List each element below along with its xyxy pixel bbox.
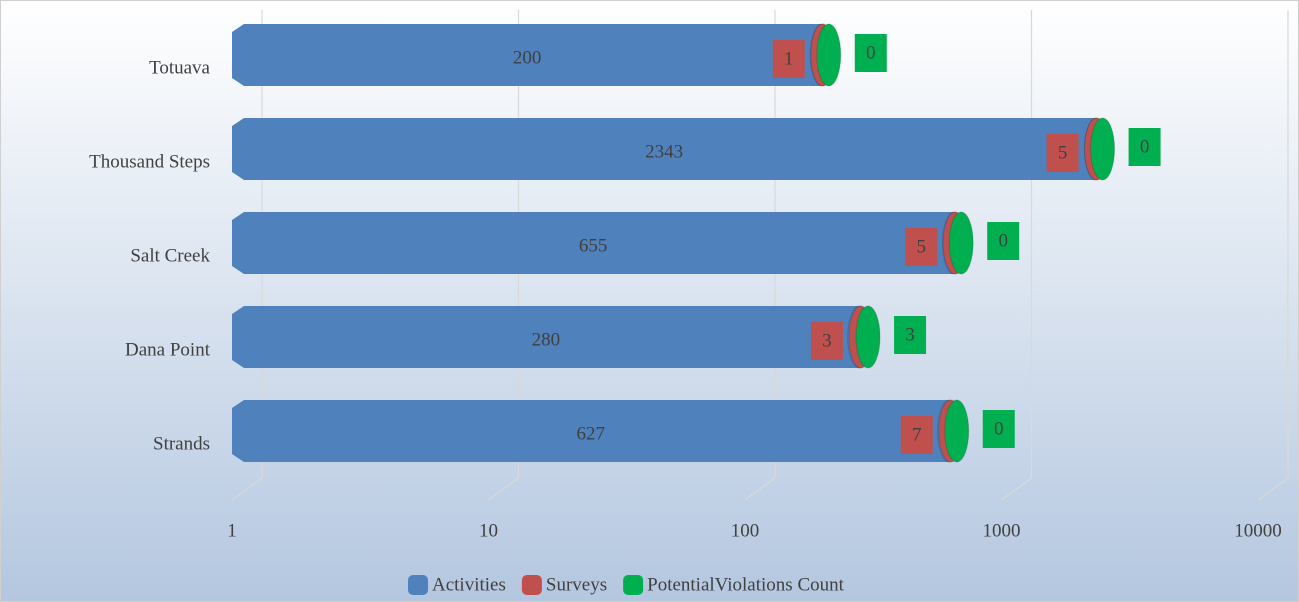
bar-body	[232, 118, 1097, 180]
y-tick-label: Salt Creek	[130, 245, 210, 266]
data-label-box	[1046, 134, 1079, 172]
data-label-box	[905, 228, 938, 266]
data-label: 655	[579, 235, 608, 256]
data-label: 280	[532, 329, 561, 350]
legend-label: Activities	[432, 574, 506, 595]
bar-cap	[855, 305, 881, 369]
legend-label: PotentialViolations Count	[647, 574, 844, 595]
bar-body	[232, 212, 955, 274]
bar-body	[232, 306, 860, 368]
bar-cap	[1090, 117, 1116, 181]
bar-cap	[948, 211, 974, 275]
data-label-box	[772, 40, 805, 78]
grid-line-floor	[1257, 477, 1289, 501]
data-label: 0	[998, 230, 1008, 251]
y-tick-label: Strands	[153, 433, 210, 454]
y-tick-label: Thousand Steps	[89, 151, 210, 172]
y-tick-label: Totuava	[149, 57, 210, 78]
data-label-box	[1128, 128, 1161, 166]
data-label-box	[982, 410, 1015, 448]
x-tick-label: 1000	[983, 520, 1021, 541]
x-tick-label: 10000	[1234, 520, 1282, 541]
data-label: 3	[905, 324, 915, 345]
bar-segment	[816, 23, 842, 87]
legend-swatch	[623, 575, 644, 595]
data-label: 0	[866, 42, 876, 63]
data-label: 7	[912, 424, 922, 445]
grid-line-floor	[1001, 477, 1032, 501]
y-tick-label: Dana Point	[125, 339, 211, 360]
data-label-box	[987, 222, 1020, 260]
data-label-box	[900, 416, 933, 454]
grid-line-floor	[744, 477, 776, 501]
data-label: 3	[822, 330, 832, 351]
data-label: 200	[513, 47, 542, 68]
data-label: 627	[576, 423, 605, 444]
data-label-box	[810, 322, 843, 360]
data-label-box	[854, 34, 887, 72]
x-tick-label: 1	[227, 520, 237, 541]
grid-line-floor	[488, 477, 519, 501]
legend-swatch	[521, 575, 542, 595]
bar-segment	[1090, 117, 1116, 181]
x-tick-label: 100	[731, 520, 760, 541]
data-label: 0	[1140, 136, 1150, 157]
legend-label: Surveys	[546, 574, 607, 595]
grid-line-floor	[231, 477, 263, 501]
bar-cap	[944, 399, 970, 463]
data-label: 1	[784, 48, 794, 69]
bar-body	[232, 24, 823, 86]
bar-segment	[944, 399, 970, 463]
data-label: 0	[994, 418, 1004, 439]
legend-swatch	[408, 575, 428, 595]
bar-segment	[948, 211, 974, 275]
data-label: 5	[916, 236, 926, 257]
data-label: 5	[1058, 142, 1068, 163]
bar-segment	[855, 305, 881, 369]
x-tick-label: 10	[479, 520, 498, 541]
bar-body	[232, 400, 950, 462]
data-label: 2343	[645, 141, 683, 162]
data-label-box	[894, 316, 927, 354]
bar-cap	[816, 23, 842, 87]
